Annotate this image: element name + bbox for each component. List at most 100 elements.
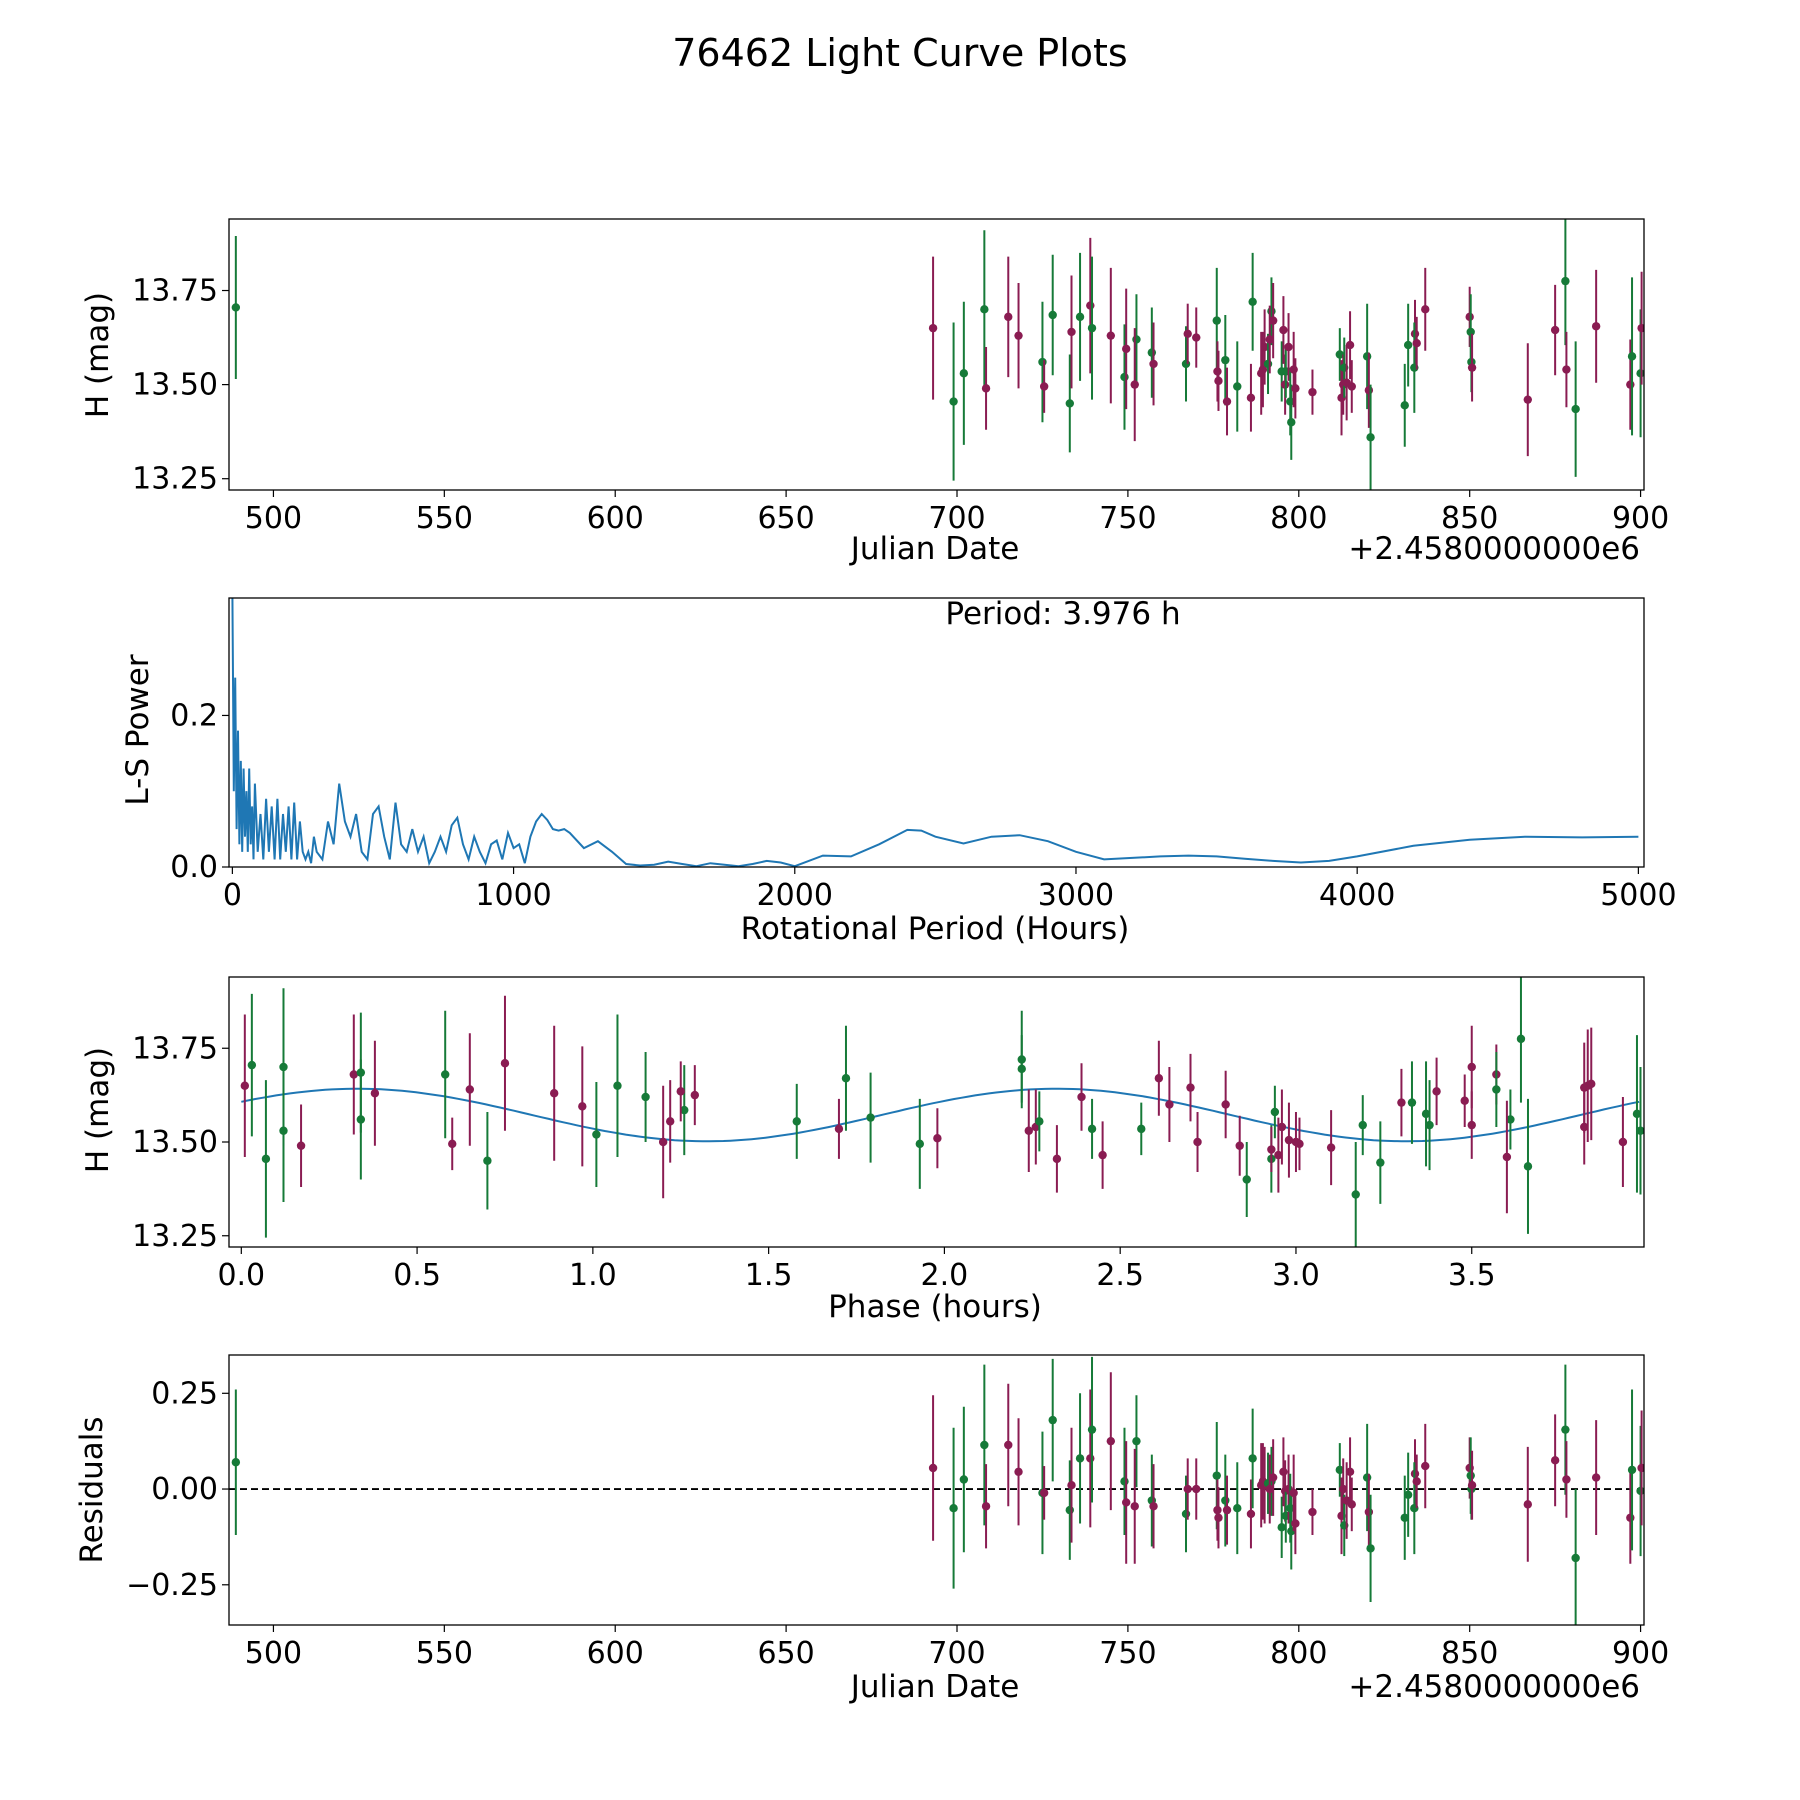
residuals-point [1335,1465,1345,1475]
residuals-point [1277,1523,1286,1532]
periodogram-xtick-label: 4000 [1319,878,1395,913]
light-curve-ytick-label: 13.50 [132,368,218,403]
residuals-xtick-label: 900 [1612,1636,1669,1671]
phase-folded-ytick-label: 13.75 [132,1031,218,1066]
phase-folded-point [1351,1190,1360,1199]
residuals-xlabel: Julian Date [849,1669,1020,1705]
light-curve-point [1181,359,1191,369]
residuals-point [1048,1415,1057,1425]
phase-folded-ylabel: H (mag) [80,1047,116,1173]
residuals-ytick-label: 0.00 [151,1472,218,1507]
phase-folded-point [1154,1074,1164,1083]
residuals-point [1067,1481,1076,1490]
phase-folded-xtick-label: 0.0 [217,1258,265,1293]
light-curve-point [1637,323,1644,333]
residuals-point [1286,1503,1295,1513]
residuals-point [1132,1436,1141,1446]
residuals-offset-text: +2.4580000000e6 [1348,1669,1640,1705]
residuals-xtick-label: 500 [245,1636,302,1671]
residuals-ytick-label: −0.25 [126,1568,218,1603]
phase-folded-point [296,1141,306,1150]
light-curve-xtick-label: 550 [416,501,473,536]
residuals-point [1345,1467,1355,1477]
light-curve-point [928,323,938,333]
light-curve-point [1308,387,1317,397]
light-curve-point [1014,331,1023,340]
residuals-point [1222,1505,1232,1515]
phase-folded-point [1267,1145,1276,1154]
light-curve-point [1400,401,1409,410]
residuals-point [1362,1473,1372,1482]
light-curve-point [1075,312,1085,322]
phase-folded-point [1277,1122,1287,1132]
phase-folded-point [441,1070,450,1079]
phase-folded-point [1035,1117,1044,1126]
light-curve-point [1626,380,1635,389]
light-curve-point [1065,399,1074,408]
phase-folded-point [1516,1034,1526,1044]
phase-folded-point [915,1139,925,1149]
phase-folded-xtick-label: 3.5 [1448,1258,1496,1293]
residuals-point [1561,1425,1570,1434]
light-curve-point [949,397,958,406]
residuals-point [1626,1513,1635,1522]
phase-folded-point [1376,1158,1385,1167]
light-curve-ytick-label: 13.25 [132,462,218,497]
light-curve-point [1212,316,1221,325]
periodogram-line [231,598,1639,867]
light-curve-point [1067,327,1076,337]
phase-folded-point [1087,1124,1097,1134]
light-curve-point [1130,380,1139,389]
residuals-point [1149,1502,1158,1511]
light-curve-point [1263,359,1273,369]
residuals-point [1627,1465,1637,1475]
light-curve-point [1048,310,1057,320]
phase-folded-xlabel: Phase (hours) [828,1289,1042,1325]
light-curve-point [1039,382,1049,391]
light-curve-point [1183,329,1192,338]
residuals-point [928,1463,938,1473]
light-curve-point [1366,433,1375,442]
residuals-point [1213,1505,1222,1515]
phase-folded-point [676,1087,685,1096]
phase-folded-xtick-label: 1.0 [569,1258,617,1293]
phase-folded-point [1460,1096,1469,1105]
light-curve-point [1284,342,1293,352]
phase-folded-point [1235,1141,1244,1150]
residuals-point [1421,1461,1430,1471]
light-curve-point [1214,376,1223,386]
light-curve-xtick-label: 600 [587,501,644,536]
residuals-ytick-label: 0.25 [151,1376,218,1411]
residuals-point [1221,1496,1230,1505]
phase-folded-point [1193,1137,1202,1147]
residuals-frame [228,1354,1645,1626]
phase-folded-point [1077,1092,1086,1102]
light-curve-point [1004,312,1013,322]
phase-folded-point [1284,1135,1294,1145]
phase-folded-point [279,1062,288,1072]
light-curve-xtick-label: 700 [928,501,985,536]
light-curve-point [1260,342,1269,352]
light-curve-point [1233,382,1242,391]
light-curve-point [1412,339,1421,348]
light-curve-point [1523,395,1532,404]
residuals-point [1039,1488,1049,1498]
phase-folded-point [592,1130,601,1139]
residuals-ylabel: Residuals [74,1416,110,1563]
phase-folded-point [549,1089,559,1098]
light-curve-point [1347,382,1356,391]
phase-folded-point [247,1060,257,1070]
phase-folded-point [1165,1100,1174,1109]
light-curve-point [1246,393,1256,402]
residuals-point [1366,1544,1375,1553]
residuals-point [1412,1477,1421,1486]
light-curve-point [1248,297,1257,307]
periodogram-ytick-label: 0.0 [170,850,218,885]
light-curve-point [1335,350,1345,359]
phase-folded-point [866,1113,875,1122]
light-curve-xtick-label: 650 [757,501,814,536]
phase-folded-point [1523,1162,1533,1171]
light-curve-point [1291,384,1300,393]
phase-folded-point [1506,1115,1515,1124]
phase-folded-point [356,1068,366,1077]
